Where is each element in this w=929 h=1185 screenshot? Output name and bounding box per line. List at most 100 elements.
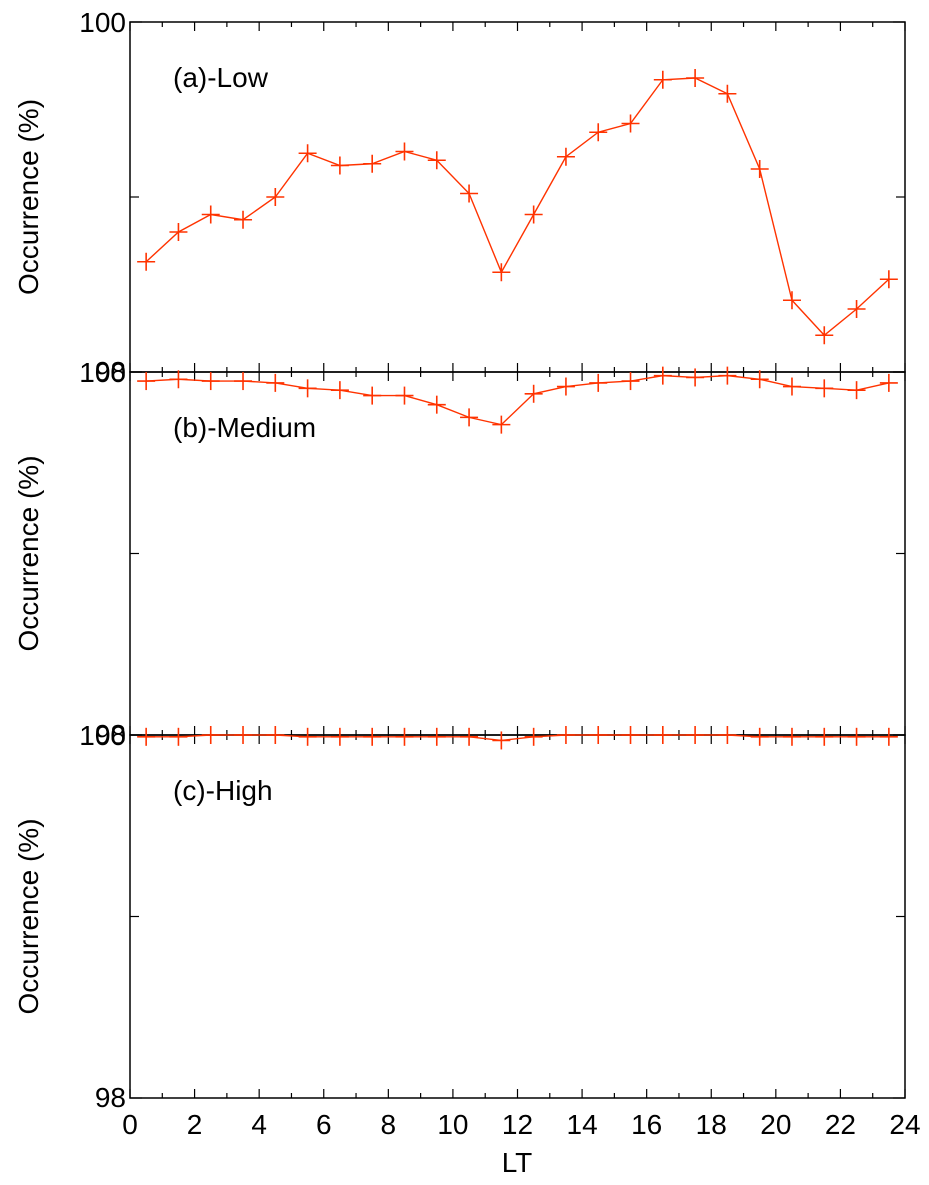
data-point	[686, 69, 705, 87]
y-axis-title: Occurrence (%)	[13, 818, 44, 1014]
y-axis-title: Occurrence (%)	[13, 455, 44, 651]
data-point	[137, 727, 156, 746]
data-point	[750, 160, 769, 178]
x-tick-label: 22	[825, 1109, 856, 1140]
data-point	[460, 408, 479, 427]
x-tick-label: 16	[631, 1109, 662, 1140]
x-tick-label: 6	[316, 1109, 332, 1140]
data-point	[298, 727, 317, 746]
panel-label: (c)-High	[173, 775, 273, 806]
data-point	[653, 366, 672, 385]
data-point	[266, 373, 285, 392]
data-point	[782, 291, 801, 310]
data-point	[847, 381, 866, 400]
data-point	[653, 70, 672, 89]
panel-label: (a)-Low	[173, 62, 269, 93]
data-point	[363, 727, 382, 746]
data-point	[621, 726, 640, 744]
data-point	[782, 727, 801, 746]
y-tick-label: 98	[95, 1082, 126, 1113]
data-point	[718, 726, 737, 744]
data-point	[879, 373, 898, 392]
data-point	[686, 368, 705, 387]
data-point	[589, 726, 608, 744]
data-point	[427, 727, 446, 746]
data-point	[815, 379, 834, 398]
x-tick-label: 12	[502, 1109, 533, 1140]
data-point	[492, 731, 511, 750]
data-point	[137, 252, 156, 271]
y-tick-label: 98	[95, 356, 126, 387]
data-point	[169, 370, 188, 389]
data-point	[524, 384, 543, 403]
data-point	[427, 395, 446, 414]
x-axis-title: LT	[502, 1147, 533, 1178]
data-point	[201, 726, 220, 744]
data-point	[653, 726, 672, 744]
x-tick-label: 18	[696, 1109, 727, 1140]
data-point	[524, 205, 543, 224]
data-point	[298, 379, 317, 398]
data-point	[201, 372, 220, 391]
data-point	[266, 726, 285, 744]
series-line-1	[145, 77, 890, 337]
data-point	[460, 727, 479, 746]
x-tick-label: 2	[187, 1109, 203, 1140]
data-point	[266, 188, 285, 206]
y-tick-label: 100	[79, 7, 126, 38]
data-point	[718, 366, 737, 385]
data-point	[589, 123, 608, 142]
data-point	[298, 144, 317, 163]
data-point	[524, 727, 543, 746]
y-tick-label: 100	[79, 357, 126, 388]
data-point	[169, 223, 188, 241]
data-point	[169, 727, 188, 746]
data-point	[847, 727, 866, 746]
data-point	[815, 727, 834, 746]
data-point	[718, 84, 737, 103]
data-point	[395, 386, 414, 405]
data-point	[460, 184, 479, 203]
data-point	[492, 263, 511, 282]
data-point	[879, 727, 898, 746]
x-tick-label: 0	[122, 1109, 138, 1140]
y-tick-label: 98	[95, 719, 126, 750]
data-point	[556, 726, 575, 744]
data-point	[879, 270, 898, 289]
x-tick-label: 4	[251, 1109, 267, 1140]
data-point	[750, 370, 769, 389]
data-point	[137, 372, 156, 391]
x-tick-label: 14	[567, 1109, 598, 1140]
panel-label: (b)-Medium	[173, 412, 316, 443]
x-tick-label: 20	[760, 1109, 791, 1140]
data-point	[556, 147, 575, 166]
data-point	[234, 372, 253, 391]
data-point	[330, 156, 349, 175]
data-point	[395, 142, 414, 161]
data-point	[782, 377, 801, 396]
y-tick-label: 100	[79, 720, 126, 751]
data-point	[589, 373, 608, 392]
data-point	[750, 727, 769, 746]
x-tick-label: 8	[381, 1109, 397, 1140]
data-point	[556, 377, 575, 396]
data-point	[686, 726, 705, 744]
data-point	[234, 210, 253, 229]
data-point	[847, 300, 866, 318]
data-point	[621, 114, 640, 133]
y-axis-title: Occurrence (%)	[13, 99, 44, 295]
x-tick-label: 24	[889, 1109, 920, 1140]
data-point	[330, 381, 349, 400]
series-layer	[137, 69, 898, 750]
data-point	[330, 727, 349, 746]
data-point	[395, 727, 414, 746]
data-point	[621, 372, 640, 391]
data-point	[815, 326, 834, 345]
x-tick-label: 10	[437, 1109, 468, 1140]
data-point	[234, 726, 253, 744]
data-point	[201, 205, 220, 224]
data-point	[363, 154, 382, 173]
data-point	[427, 151, 446, 170]
